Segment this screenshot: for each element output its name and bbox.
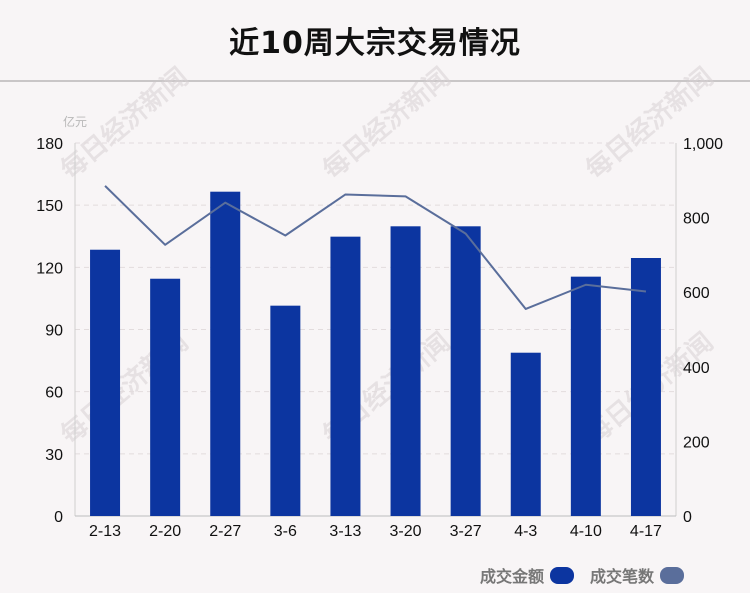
bar-series [90, 191, 661, 517]
x-tick-label: 3-20 [390, 523, 422, 540]
bar [570, 276, 601, 516]
y-right-tick-label: 200 [683, 434, 710, 451]
bar [330, 236, 361, 517]
watermark-text: 每日经济新闻 [580, 61, 719, 185]
y-right-tick-label: 800 [683, 211, 710, 228]
legend-label-amount: 成交金额 [480, 567, 545, 586]
legend-swatch-amount [550, 566, 575, 584]
legend: 成交金额 成交笔数 [480, 563, 685, 587]
legend-item-amount: 成交金额 [480, 563, 575, 587]
x-tick-label: 4-3 [514, 523, 537, 540]
count-line [104, 185, 647, 310]
bar [390, 226, 421, 516]
bar [150, 278, 181, 516]
legend-swatch-count [660, 566, 685, 584]
y-right-tick-label: 0 [683, 509, 692, 526]
x-tick-label: 3-6 [274, 523, 297, 540]
bar [90, 249, 121, 516]
bar [270, 305, 301, 516]
tick-labels: 0 30 60 90 120 150 180 0 200 400 600 800 1,000 2-13 2-… [36, 136, 723, 540]
bar [630, 258, 661, 516]
y-left-tick-label: 150 [36, 198, 63, 215]
watermark-text: 每日经济新闻 [317, 61, 456, 185]
x-tick-label: 4-10 [570, 523, 602, 540]
y-left-tick-label: 60 [45, 385, 63, 402]
y-right-tick-label: 600 [683, 285, 710, 302]
chart-title: 近10周大宗交易情况 [229, 26, 521, 61]
legend-item-count: 成交笔数 [590, 563, 685, 587]
x-tick-label: 2-13 [89, 523, 121, 540]
y-left-tick-label: 30 [45, 447, 63, 464]
line-series [104, 185, 647, 310]
y-left-tick-label: 0 [54, 509, 63, 526]
x-tick-label: 3-27 [450, 523, 482, 540]
x-tick-label: 4-17 [630, 523, 662, 540]
x-tick-label: 2-27 [209, 523, 241, 540]
x-tick-label: 3-13 [329, 523, 361, 540]
bar [210, 191, 241, 517]
y-left-tick-label: 120 [36, 260, 63, 277]
y-left-tick-label: 90 [45, 323, 63, 340]
y-right-tick-label: 400 [683, 360, 710, 377]
bar [510, 352, 541, 516]
y-right-tick-label: 1,000 [683, 136, 723, 153]
legend-label-count: 成交笔数 [590, 567, 655, 586]
y-left-unit-label: 亿元 [63, 114, 87, 129]
x-tick-label: 2-20 [149, 523, 181, 540]
title-divider [0, 80, 750, 82]
y-left-tick-label: 180 [36, 136, 63, 153]
bar [450, 226, 481, 516]
